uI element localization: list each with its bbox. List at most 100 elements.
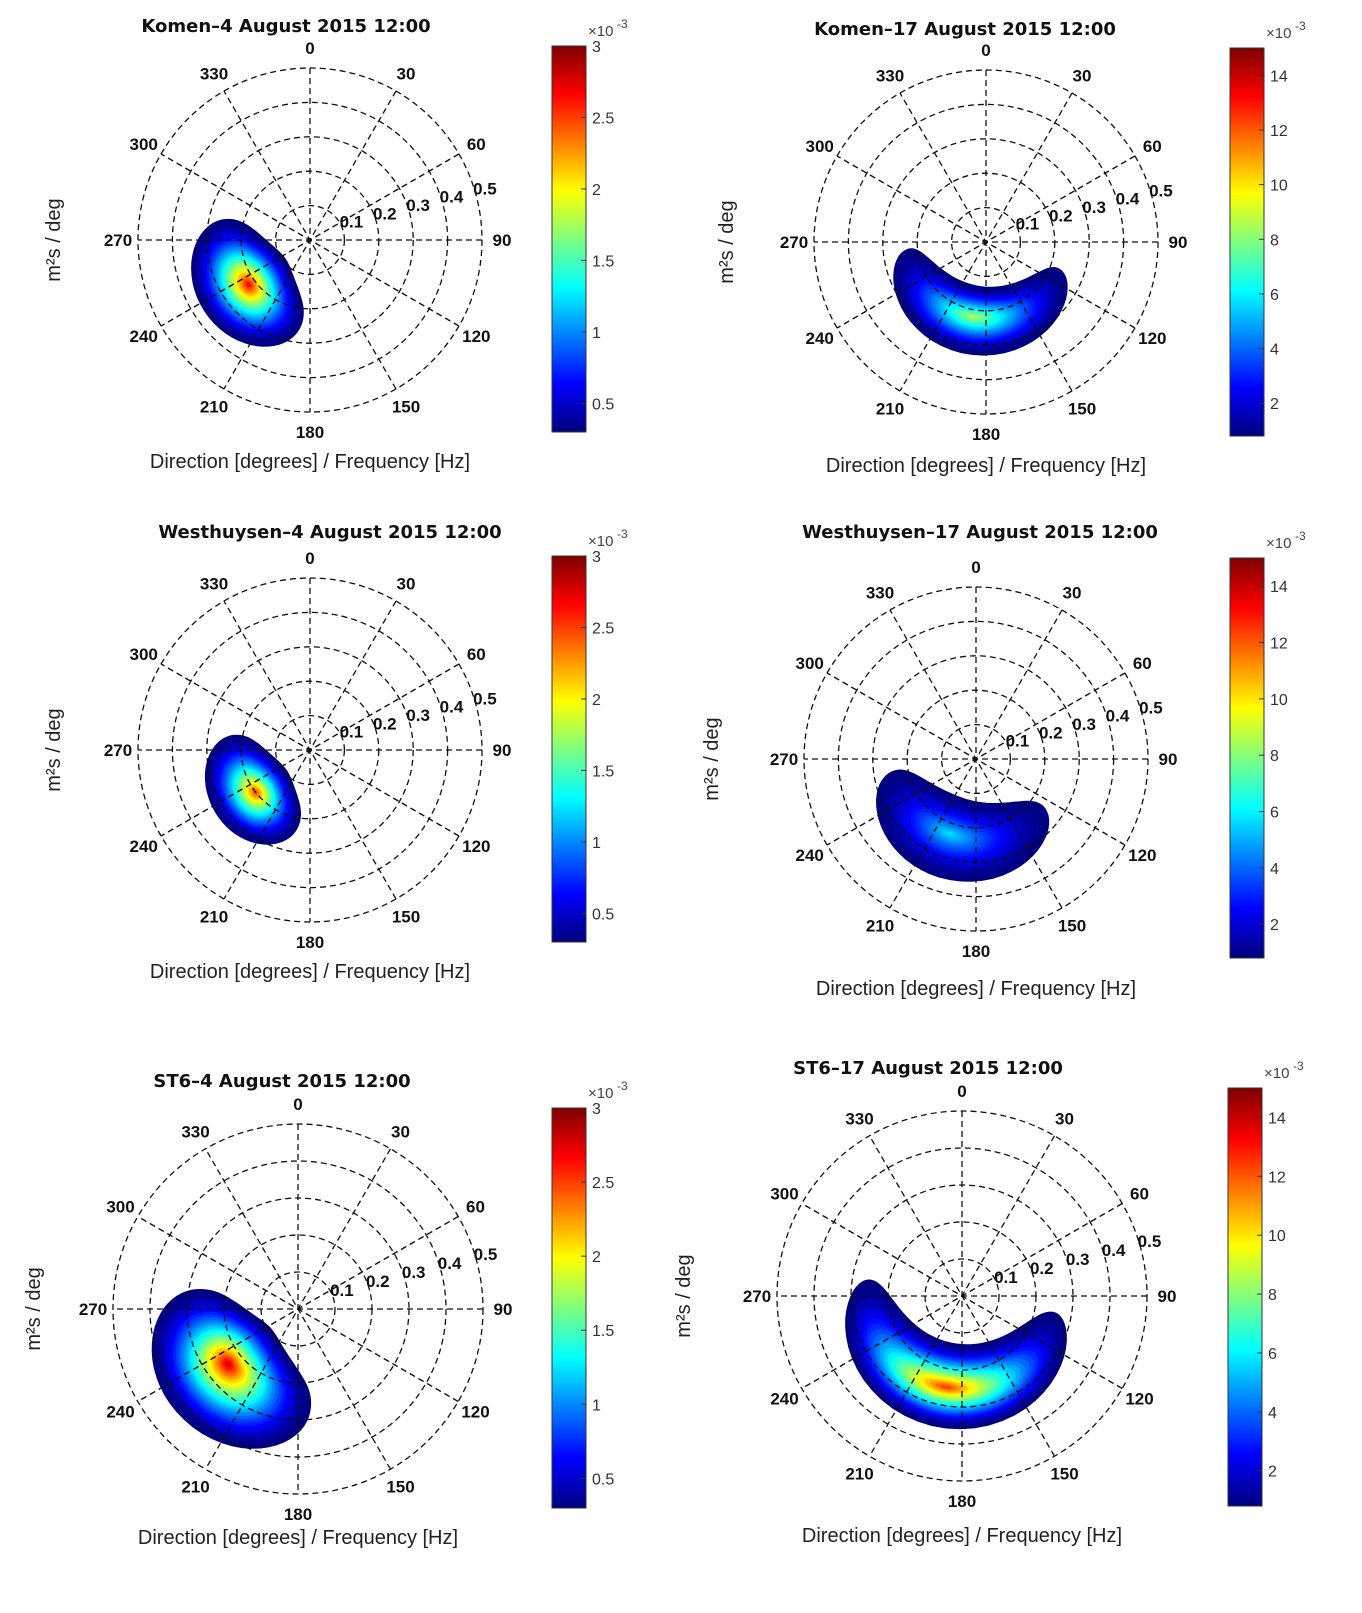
frequency-ring bbox=[260, 1271, 336, 1347]
spectrum-contours bbox=[204, 734, 301, 845]
colorbar-tick-label: 2.5 bbox=[592, 620, 614, 637]
direction-label: 150 bbox=[392, 907, 420, 926]
colorbar-exponent: -3 bbox=[1295, 529, 1306, 543]
colorbar-tick-label: 12 bbox=[1270, 123, 1288, 140]
colorbar-tick-label: 1 bbox=[592, 835, 601, 852]
frequency-ring bbox=[274, 714, 346, 786]
direction-label: 240 bbox=[130, 327, 158, 346]
direction-label: 30 bbox=[397, 65, 416, 84]
frequency-label: 0.3 bbox=[1082, 198, 1106, 217]
colorbar-tick-label: 2 bbox=[592, 692, 601, 709]
polar-grid bbox=[137, 577, 483, 923]
colorbar-tick-label: 8 bbox=[1270, 232, 1279, 249]
direction-label: 30 bbox=[1055, 1110, 1074, 1129]
direction-label: 0 bbox=[293, 1095, 302, 1114]
polar-grid bbox=[813, 69, 1159, 415]
colorbar-tick-label: 6 bbox=[1268, 1346, 1277, 1363]
colorbar-tick-label: 14 bbox=[1270, 579, 1288, 596]
direction-label: 240 bbox=[806, 329, 834, 348]
colorbar-tick-label: 8 bbox=[1268, 1287, 1277, 1304]
frequency-ring bbox=[274, 204, 346, 276]
colorbar-tick-label: 6 bbox=[1270, 287, 1279, 304]
direction-label: 210 bbox=[200, 907, 228, 926]
direction-label: 90 bbox=[493, 741, 512, 760]
polar-panel-2: Komen–17 August 2015 12:000 30 60 90 120 150 1… bbox=[716, 19, 1306, 477]
direction-label: 120 bbox=[1125, 1390, 1153, 1409]
colorbar-exponent: -3 bbox=[617, 527, 628, 541]
colorbar-exponent: -3 bbox=[1293, 1059, 1304, 1073]
colorbar-tick-label: 2 bbox=[592, 1249, 601, 1266]
frequency-label: 0.3 bbox=[402, 1263, 426, 1282]
direction-label: 150 bbox=[1068, 399, 1096, 418]
colorbar-tick-label: 2.5 bbox=[592, 1175, 614, 1192]
direction-label: 210 bbox=[866, 916, 894, 935]
colorbar-multiplier: ×10 bbox=[588, 1085, 613, 1102]
frequency-label: 0.4 bbox=[1106, 707, 1130, 726]
colorbar-tick-label: 2.5 bbox=[592, 110, 614, 127]
colorbar: 2 4 6 8 10 12 14 ×10 -3 bbox=[1227, 1059, 1304, 1507]
direction-label: 90 bbox=[493, 231, 512, 250]
frequency-label: 0.1 bbox=[340, 213, 364, 232]
direction-label: 300 bbox=[130, 135, 158, 154]
y-axis-label: m²s / deg bbox=[673, 1254, 695, 1337]
colorbar-tick-label: 14 bbox=[1268, 1110, 1286, 1127]
direction-label: 270 bbox=[79, 1300, 107, 1319]
polar-panel-6: ST6–17 August 2015 12:00 0 30 60 90 120 150 180… bbox=[673, 1058, 1304, 1547]
frequency-label: 0.5 bbox=[1138, 1232, 1162, 1251]
direction-label: 180 bbox=[972, 425, 1000, 444]
direction-label: 60 bbox=[1130, 1185, 1149, 1204]
frequency-label: 0.5 bbox=[1139, 698, 1163, 717]
direction-label: 30 bbox=[391, 1123, 410, 1142]
direction-label: 90 bbox=[1169, 233, 1188, 252]
contour-level bbox=[224, 1360, 232, 1368]
direction-label: 300 bbox=[770, 1185, 798, 1204]
x-axis-label: Direction [degrees] / Frequency [Hz] bbox=[816, 978, 1136, 1000]
direction-label: 180 bbox=[284, 1505, 312, 1524]
polar-grid bbox=[137, 67, 483, 413]
direction-label: 0 bbox=[305, 549, 314, 568]
colorbar-tick-label: 12 bbox=[1268, 1169, 1286, 1186]
colorbar-multiplier: ×10 bbox=[588, 533, 613, 550]
colorbar-gradient bbox=[551, 555, 587, 943]
colorbar-tick-label: 3 bbox=[592, 39, 601, 56]
direction-label: 240 bbox=[130, 837, 158, 856]
colorbar-multiplier: ×10 bbox=[1266, 25, 1291, 42]
direction-label: 270 bbox=[770, 750, 798, 769]
direction-label: 30 bbox=[397, 575, 416, 594]
direction-label: 60 bbox=[467, 645, 486, 664]
polar-grid bbox=[776, 1110, 1148, 1482]
y-axis-label: m²s / deg bbox=[43, 708, 65, 791]
colorbar-tick-label: 0.5 bbox=[592, 1471, 614, 1488]
direction-label: 180 bbox=[962, 942, 990, 961]
colorbar-tick-label: 0.5 bbox=[592, 906, 614, 923]
frequency-label: 0.4 bbox=[440, 188, 464, 207]
direction-label: 150 bbox=[392, 397, 420, 416]
colorbar-tick-label: 6 bbox=[1270, 805, 1279, 822]
frequency-label: 0.2 bbox=[1039, 723, 1063, 742]
polar-grid bbox=[112, 1123, 484, 1495]
direction-label: 120 bbox=[462, 837, 490, 856]
colorbar-tick-label: 4 bbox=[1268, 1405, 1277, 1422]
frequency-label: 0.2 bbox=[1030, 1259, 1054, 1278]
colorbar-tick-label: 1 bbox=[592, 325, 601, 342]
colorbar-multiplier: ×10 bbox=[1266, 535, 1291, 552]
colorbar-gradient bbox=[551, 45, 587, 433]
contour-level bbox=[945, 831, 953, 836]
spectrum-contours bbox=[875, 769, 1050, 882]
direction-label: 90 bbox=[1159, 750, 1178, 769]
direction-label: 210 bbox=[845, 1465, 873, 1484]
panel-title: Westhuysen–4 August 2015 12:00 bbox=[158, 522, 501, 543]
direction-label: 150 bbox=[1050, 1465, 1078, 1484]
direction-label: 300 bbox=[796, 654, 824, 673]
direction-spoke bbox=[868, 1135, 1056, 1457]
colorbar-tick-label: 3 bbox=[592, 549, 601, 566]
colorbar-exponent: -3 bbox=[1295, 19, 1306, 33]
direction-label: 90 bbox=[494, 1300, 513, 1319]
direction-label: 120 bbox=[462, 327, 490, 346]
panel-title: Komen–4 August 2015 12:00 bbox=[141, 16, 430, 37]
panel-title: ST6–17 August 2015 12:00 bbox=[793, 1058, 1063, 1079]
direction-label: 120 bbox=[461, 1403, 489, 1422]
direction-label: 60 bbox=[467, 135, 486, 154]
frequency-ring bbox=[950, 206, 1022, 278]
y-axis-label: m²s / deg bbox=[701, 717, 723, 800]
